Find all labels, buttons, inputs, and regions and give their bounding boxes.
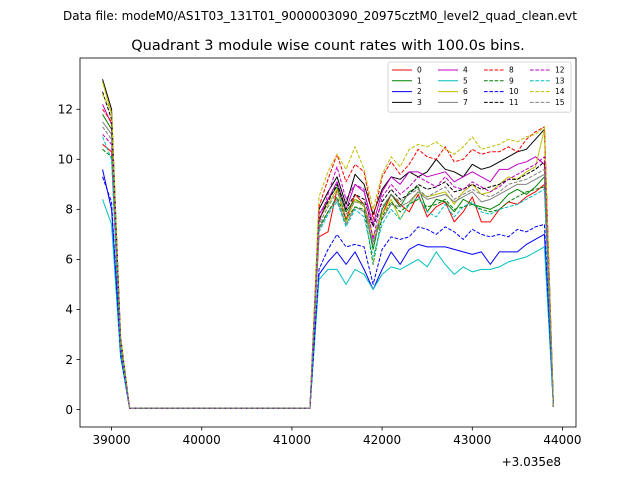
chart-title: Quadrant 3 module wise count rates with …	[131, 38, 525, 54]
legend-label-5: 5	[463, 76, 468, 85]
legend-label-2: 2	[417, 87, 422, 96]
series-line-0	[102, 143, 554, 409]
legend-label-15: 15	[555, 98, 565, 107]
y-tick-label: 10	[58, 153, 73, 167]
legend-label-3: 3	[417, 98, 422, 107]
series-line-13	[102, 136, 554, 409]
legend-box	[387, 61, 572, 113]
y-tick-label: 4	[65, 303, 73, 317]
y-tick-label: 6	[65, 253, 73, 267]
legend-label-0: 0	[417, 66, 422, 75]
legend-label-11: 11	[509, 98, 519, 107]
series-line-15	[102, 126, 554, 409]
x-tick-label: 39000	[92, 433, 130, 447]
legend-label-13: 13	[555, 76, 565, 85]
series-line-3	[102, 79, 554, 409]
x-axis-offset-label: +3.035e8	[502, 455, 561, 469]
axes-frame	[79, 57, 577, 428]
legend-label-4: 4	[463, 66, 468, 75]
series-line-14	[102, 94, 554, 409]
legend-label-14: 14	[555, 87, 565, 96]
legend-label-10: 10	[509, 87, 519, 96]
x-tick-label: 41000	[273, 433, 311, 447]
legend-label-12: 12	[555, 66, 565, 75]
legend-label-1: 1	[417, 76, 422, 85]
y-tick-label: 0	[65, 403, 73, 417]
y-tick-label: 2	[65, 353, 73, 367]
x-tick-label: 43000	[453, 433, 491, 447]
legend-label-6: 6	[463, 87, 468, 96]
y-tick-label: 12	[58, 103, 73, 117]
series-line-6	[102, 81, 554, 409]
x-tick-label: 42000	[363, 433, 401, 447]
plot-area: 39000 40000 41000 42000 43000 440000246810120…	[58, 57, 582, 447]
legend-label-7: 7	[463, 98, 468, 107]
series-line-7	[102, 121, 554, 409]
y-tick-label: 8	[65, 203, 73, 217]
x-tick-label: 44000	[543, 433, 581, 447]
series-line-9	[102, 148, 554, 409]
x-tick-label: 40000	[183, 433, 221, 447]
series-line-4	[102, 104, 554, 409]
legend-label-9: 9	[509, 76, 514, 85]
legend-label-8: 8	[509, 66, 514, 75]
figure-suptitle: Data file: modeM0/AS1T03_131T01_90000030…	[63, 9, 577, 23]
series-line-12	[102, 133, 554, 409]
